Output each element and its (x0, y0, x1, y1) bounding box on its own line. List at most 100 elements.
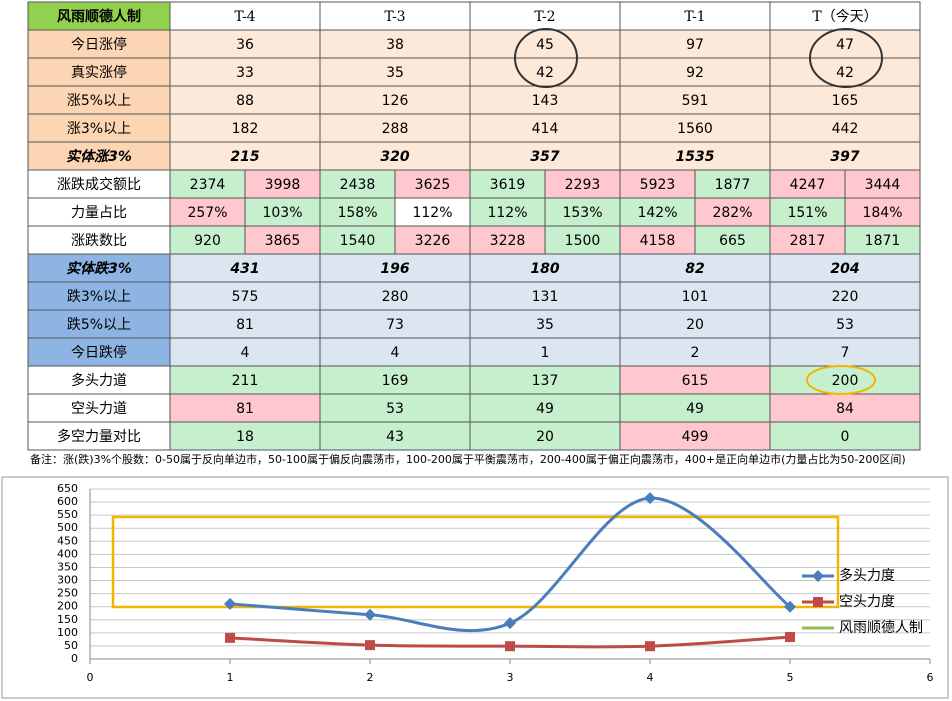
pair-cell (844, 169, 921, 199)
y-tick-label: 450 (57, 534, 78, 547)
cell-value: 73 (386, 317, 404, 333)
y-tick-label: 400 (57, 547, 78, 560)
cell-value: 88 (236, 93, 254, 109)
row-label: 涨5%以上 (67, 93, 131, 109)
y-tick-label: 200 (57, 600, 78, 613)
pair-value: 1540 (340, 233, 376, 249)
marker (225, 632, 235, 643)
note: 备注：涨(跌)3%个股数：0-50属于反向单边市，50-100属于偏反向震荡市，… (30, 452, 906, 466)
pair-value: 257% (187, 205, 227, 221)
marker (224, 597, 236, 610)
cell-value: 288 (382, 121, 409, 137)
x-tick-label: 0 (87, 671, 94, 684)
cell-value: 18 (236, 429, 254, 445)
pair-value: 153% (562, 205, 602, 221)
value-cell (769, 421, 921, 451)
y-tick-label: 0 (71, 652, 78, 665)
pair-value: 1877 (715, 177, 751, 193)
cell-value: 38 (386, 37, 404, 53)
pair-cell (469, 225, 546, 255)
marker (644, 492, 656, 505)
value-cell (319, 253, 471, 283)
row-label-cell (27, 253, 171, 283)
row-label-cell (27, 337, 171, 367)
value-cell (769, 113, 921, 143)
value-cell (469, 253, 621, 283)
row-label-cell (27, 309, 171, 339)
cell-value: 165 (832, 93, 859, 109)
cell-value: 42 (536, 65, 554, 81)
marker (785, 632, 795, 643)
x-tick-label: 5 (787, 671, 794, 684)
pair-cell (469, 169, 546, 199)
value-cell (469, 281, 621, 311)
pair-value: 3228 (490, 233, 526, 249)
cell-value: 36 (236, 37, 254, 53)
value-cell (769, 365, 921, 395)
cell-value: 615 (682, 373, 709, 389)
cell-value: 82 (685, 261, 704, 277)
x-tick-label: 6 (927, 671, 934, 684)
pair-value: 1500 (565, 233, 601, 249)
value-cell (619, 113, 771, 143)
pair-cell (244, 197, 321, 227)
pair-cell (694, 169, 771, 199)
cell-value: 101 (682, 289, 709, 305)
pair-cell (319, 197, 396, 227)
value-cell (769, 281, 921, 311)
pair-value: 665 (719, 233, 746, 249)
pair-value: 184% (862, 205, 902, 221)
value-cell (769, 141, 921, 171)
value-cell (319, 113, 471, 143)
cell-value: 43 (386, 429, 404, 445)
value-cell (169, 337, 321, 367)
cell-value: 45 (536, 37, 554, 53)
value-cell (169, 309, 321, 339)
marker (645, 641, 655, 652)
pair-cell (544, 197, 621, 227)
cell-value: 204 (830, 261, 859, 277)
row-label-cell (27, 197, 171, 227)
row-label-cell (27, 141, 171, 171)
value-cell (619, 393, 771, 423)
cell-value: 81 (236, 317, 254, 333)
legend-label: 空头力度 (839, 594, 895, 610)
value-cell (619, 365, 771, 395)
row-label: 多头力道 (71, 372, 127, 389)
pair-cell (619, 197, 696, 227)
header-label: T-2 (534, 9, 555, 25)
pair-value: 151% (787, 205, 827, 221)
value-cell (469, 309, 621, 339)
cell-value: 7 (841, 345, 850, 361)
pair-value: 2293 (565, 177, 601, 193)
marker (784, 600, 796, 613)
header-label: T-3 (384, 9, 405, 25)
marker (504, 617, 516, 630)
pair-value: 920 (194, 233, 221, 249)
pair-value: 2374 (190, 177, 226, 193)
cell-value: 196 (380, 261, 409, 277)
value-cell (319, 281, 471, 311)
pair-value: 4158 (640, 233, 676, 249)
pair-cell (544, 169, 621, 199)
value-cell (169, 85, 321, 115)
row-label: 今日跌停 (71, 344, 127, 361)
highlight-box (111, 515, 840, 609)
y-tick-label: 600 (57, 495, 78, 508)
pair-cell (769, 225, 846, 255)
cell-value: 20 (536, 429, 554, 445)
cell-value: 47 (836, 37, 854, 53)
row-label: 实体涨3% (66, 148, 132, 165)
value-cell (169, 421, 321, 451)
cell-value: 4 (391, 345, 400, 361)
pair-cell (319, 169, 396, 199)
cell-value: 4 (241, 345, 250, 361)
cell-value: 49 (536, 401, 554, 417)
cell-value: 33 (236, 65, 254, 81)
pair-value: 3444 (865, 177, 901, 193)
cell-value: 1535 (676, 149, 715, 165)
cell-value: 81 (236, 401, 254, 417)
pair-cell (694, 225, 771, 255)
cell-value: 397 (830, 149, 859, 165)
x-tick-label: 1 (227, 671, 234, 684)
